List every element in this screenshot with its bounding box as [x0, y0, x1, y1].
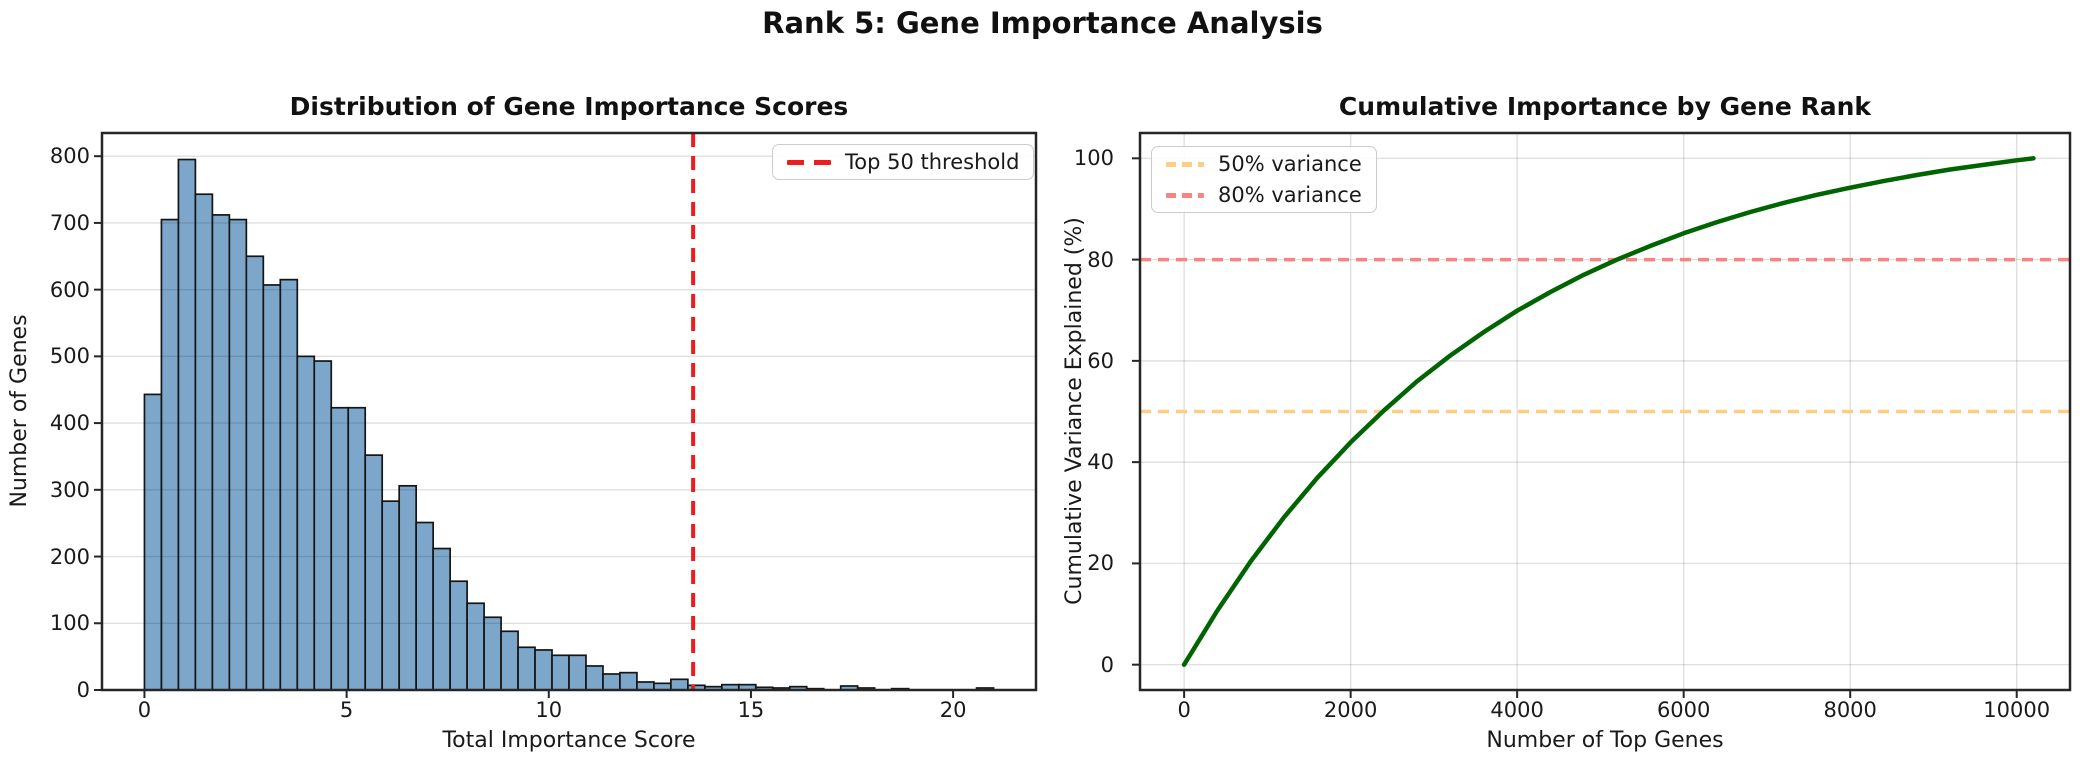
y-tick-label: 0 [76, 678, 90, 702]
figure-suptitle: Rank 5: Gene Importance Analysis [762, 6, 1323, 40]
left-axes-frame [100, 131, 1038, 692]
histogram-bar [211, 214, 231, 691]
right-gridlines [1140, 133, 2070, 690]
x-tick-label: 5 [339, 698, 354, 722]
histogram-plot [94, 131, 1038, 698]
x-tick-label: 20 [939, 698, 967, 722]
y-tick-label: 0 [1100, 652, 1114, 677]
right-axes-frame [1138, 131, 2072, 692]
left-xaxis-label: Total Importance Score [442, 728, 696, 753]
histogram-bar [483, 616, 502, 691]
right-xaxis-label: Number of Top Genes [1486, 728, 1724, 753]
histogram-bars [143, 158, 995, 691]
histogram-bar [466, 602, 485, 691]
histogram-bar [296, 355, 316, 691]
histogram-bar [330, 406, 350, 691]
y-tick-label: 40 [1087, 450, 1114, 475]
left-legend: Top 50 threshold [772, 144, 1035, 180]
histogram-bar [313, 360, 333, 691]
y-tick-label: 100 [49, 611, 90, 636]
histogram-bar [398, 484, 418, 691]
histogram-bar [534, 649, 553, 691]
y-tick-label: 60 [1087, 348, 1114, 373]
y-tick-label: 800 [49, 144, 90, 169]
x-tick-label: 8000 [1823, 698, 1877, 722]
legend-item-80-variance: 80% variance [1166, 183, 1362, 207]
histogram-bar [568, 654, 587, 691]
histogram-bar [500, 630, 519, 691]
histogram-bar [381, 500, 401, 691]
histogram-bar [585, 665, 604, 691]
histogram-bar [517, 646, 536, 691]
y-tick-label: 400 [49, 411, 90, 436]
right-legend: 50% variance 80% variance [1151, 146, 1377, 213]
x-tick-label: 4000 [1490, 698, 1544, 722]
histogram-bar [602, 673, 621, 691]
legend-item-threshold: Top 50 threshold [787, 150, 1019, 174]
left-gridlines [102, 155, 1036, 624]
legend-label: 80% variance [1218, 183, 1362, 207]
histogram-bar [143, 393, 163, 691]
legend-label: 50% variance [1218, 152, 1362, 176]
histogram-bar [415, 521, 434, 691]
legend-item-50-variance: 50% variance [1166, 152, 1362, 176]
y-tick-label: 700 [49, 210, 90, 235]
red-dashed-line-sample [1166, 192, 1204, 198]
x-tick-label: 10 [535, 698, 563, 722]
y-tick-label: 20 [1087, 551, 1114, 576]
histogram-bar [177, 158, 197, 691]
y-tick-label: 200 [49, 544, 90, 569]
x-tick-label: 0 [1177, 698, 1191, 722]
histogram-bar [551, 654, 570, 691]
cumulative-line-plot [1132, 131, 2072, 698]
histogram-bar [194, 193, 214, 691]
red-dashed-line-sample [787, 159, 831, 165]
histogram-bar [449, 580, 468, 691]
x-tick-label: 15 [737, 698, 765, 722]
x-tick-label: 10000 [1983, 698, 2051, 722]
histogram-bar [279, 278, 299, 691]
y-tick-label: 80 [1087, 247, 1114, 272]
left-plot-title: Distribution of Gene Importance Scores [289, 92, 849, 121]
cumulative-variance-curve [1181, 156, 2036, 667]
x-tick-label: 2000 [1323, 698, 1378, 722]
histogram-bar [262, 284, 282, 691]
histogram-bar [619, 671, 638, 691]
histogram-bar [432, 547, 451, 691]
y-tick-label: 300 [49, 477, 90, 502]
histogram-bar [670, 678, 689, 691]
y-tick-label: 600 [49, 277, 90, 302]
x-tick-label: 6000 [1656, 698, 1711, 722]
right-plot-title: Cumulative Importance by Gene Rank [1338, 92, 1872, 121]
x-tick-label: 0 [137, 698, 152, 722]
y-tick-label: 100 [1073, 146, 1114, 171]
y-tick-label: 500 [49, 344, 90, 369]
histogram-bar [347, 406, 367, 691]
orange-dashed-line-sample [1166, 161, 1204, 167]
legend-label: Top 50 threshold [845, 150, 1020, 174]
histogram-bar [245, 255, 265, 691]
